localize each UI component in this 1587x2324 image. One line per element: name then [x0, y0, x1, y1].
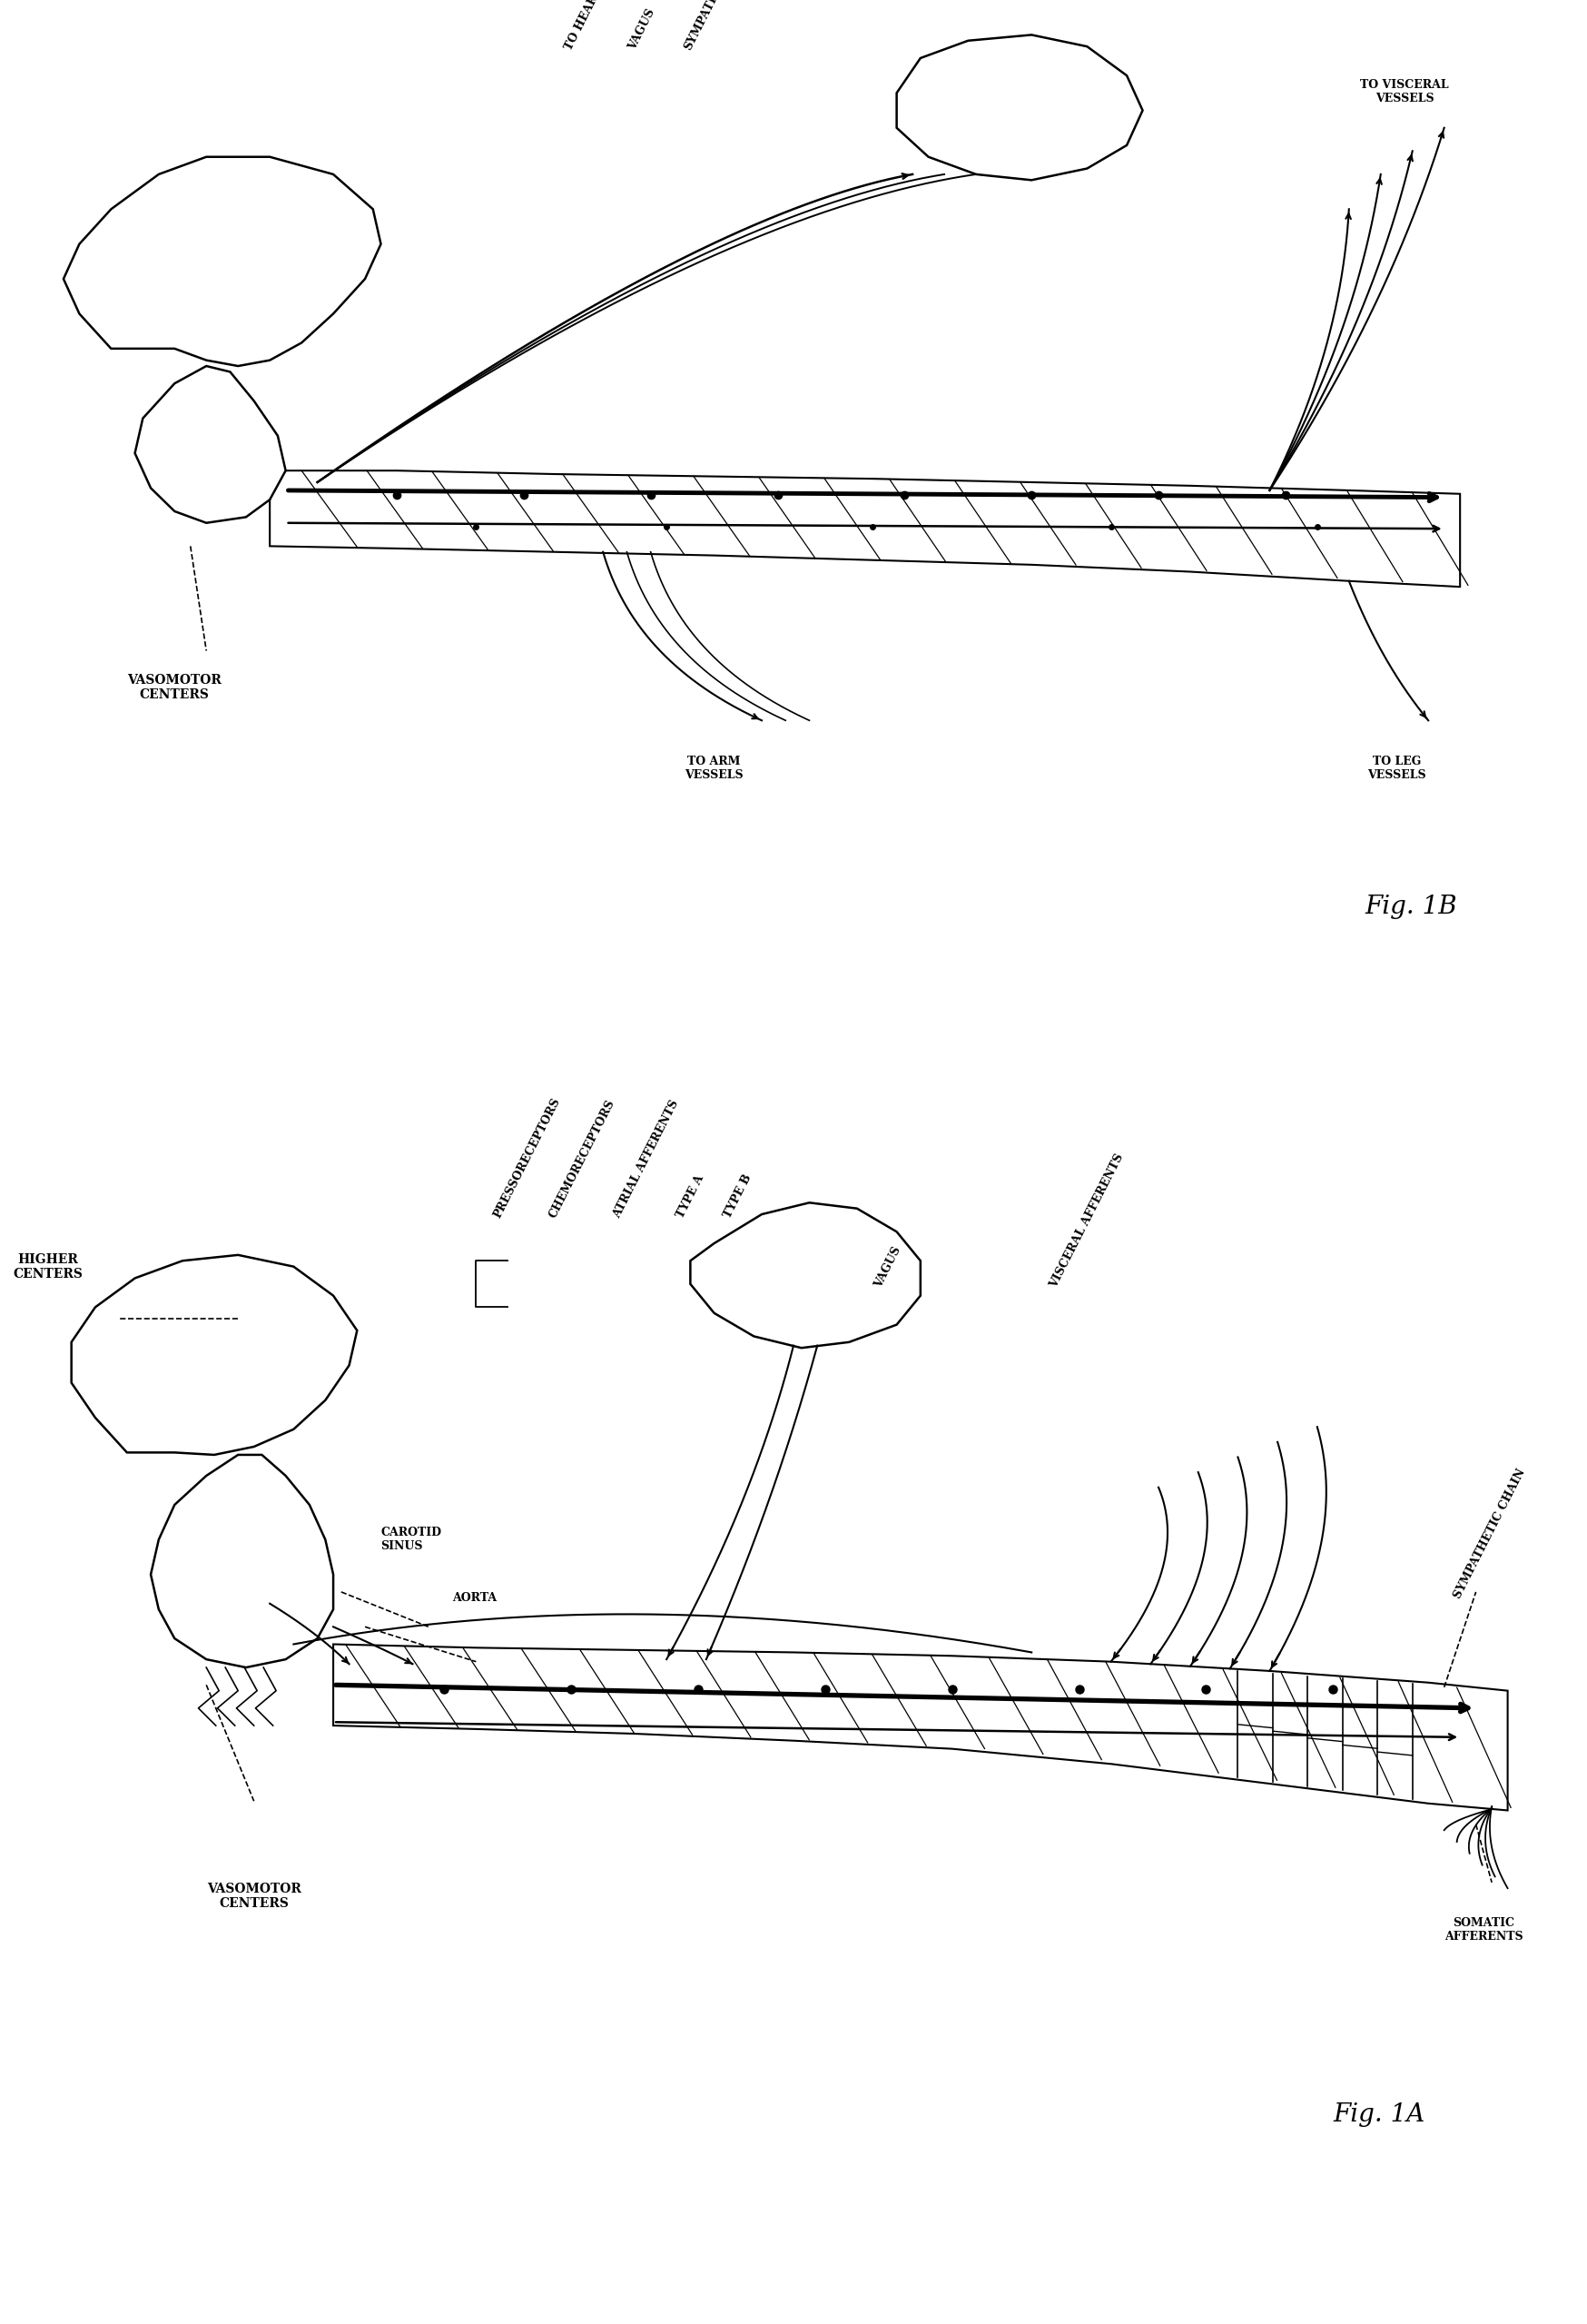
Polygon shape — [897, 35, 1143, 181]
Text: SYMPATHETIC CHAIN: SYMPATHETIC CHAIN — [1452, 1466, 1528, 1601]
Text: CHEMORECEPTORS: CHEMORECEPTORS — [548, 1097, 617, 1220]
Text: VAGUS: VAGUS — [627, 7, 657, 51]
Polygon shape — [690, 1204, 920, 1348]
Text: PRESSORECEPTORS: PRESSORECEPTORS — [492, 1097, 563, 1220]
Text: Fig. 1B: Fig. 1B — [1365, 895, 1457, 918]
Polygon shape — [135, 365, 286, 523]
Text: SOMATIC
AFFERENTS: SOMATIC AFFERENTS — [1444, 1917, 1524, 1943]
Text: VASOMOTOR
CENTERS: VASOMOTOR CENTERS — [127, 674, 222, 702]
Text: VISCERAL AFFERENTS: VISCERAL AFFERENTS — [1047, 1153, 1125, 1290]
Text: TYPE B: TYPE B — [722, 1174, 754, 1220]
Text: AORTA: AORTA — [452, 1592, 497, 1604]
Polygon shape — [270, 469, 1460, 586]
Text: TO HEART: TO HEART — [563, 0, 605, 51]
Text: TO ARM
VESSELS: TO ARM VESSELS — [686, 755, 743, 781]
Polygon shape — [333, 1645, 1508, 1810]
Text: CAROTID
SINUS: CAROTID SINUS — [381, 1527, 441, 1552]
Text: VAGUS: VAGUS — [873, 1246, 903, 1290]
Polygon shape — [151, 1455, 333, 1669]
Text: TYPE A: TYPE A — [674, 1174, 706, 1220]
Polygon shape — [71, 1255, 357, 1455]
Text: TO LEG
VESSELS: TO LEG VESSELS — [1368, 755, 1425, 781]
Polygon shape — [63, 158, 381, 365]
Text: TO VISCERAL
VESSELS: TO VISCERAL VESSELS — [1360, 79, 1449, 105]
Text: VASOMOTOR
CENTERS: VASOMOTOR CENTERS — [206, 1882, 302, 1910]
Text: HIGHER
CENTERS: HIGHER CENTERS — [13, 1253, 83, 1281]
Text: ATRIAL AFFERENTS: ATRIAL AFFERENTS — [611, 1099, 681, 1220]
Text: SYMPATHETICS: SYMPATHETICS — [682, 0, 740, 51]
Text: Fig. 1A: Fig. 1A — [1333, 2103, 1425, 2126]
